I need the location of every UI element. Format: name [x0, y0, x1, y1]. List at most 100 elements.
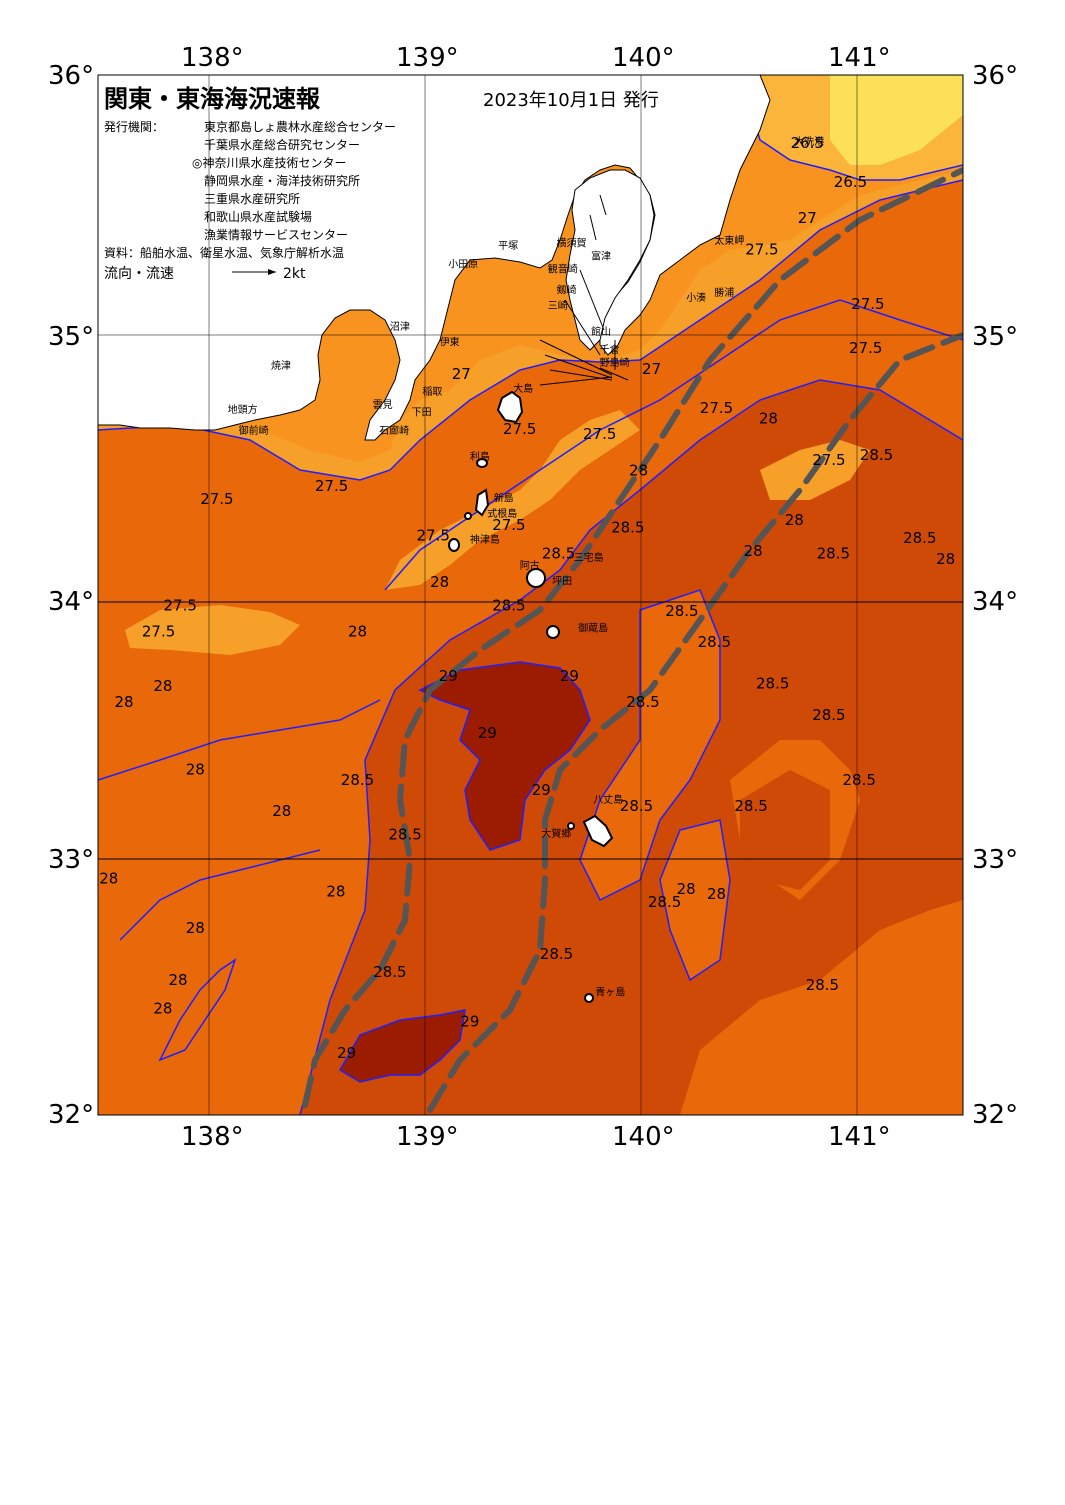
- contour-label: 28.5: [540, 945, 573, 963]
- contour-label: 28: [114, 693, 133, 711]
- land: [98, 75, 771, 1003]
- contour-label: 28.5: [734, 797, 767, 815]
- flow-legend-value: 2kt: [283, 266, 306, 282]
- contour-label: 28: [677, 880, 696, 898]
- zone-28-5: [300, 380, 963, 1115]
- contour-label: 28.5: [341, 771, 374, 789]
- isotherm-29-a: [418, 661, 591, 851]
- contour-label: 27.5: [142, 623, 175, 641]
- zone-28-pocket-b: [660, 820, 730, 980]
- contour-label: 28: [936, 550, 955, 568]
- place-label: 三宅島: [574, 551, 604, 564]
- zone-28-east: [820, 460, 963, 760]
- contour-label: 28.5: [842, 771, 875, 789]
- place-label: 大島: [513, 382, 533, 395]
- land-oshima: [496, 390, 524, 424]
- contour-label: 27.5: [200, 490, 233, 508]
- issuer-3: ◎神奈川県水産技術センター: [192, 155, 346, 170]
- place-label: 平塚: [498, 240, 518, 252]
- lon-bottom-141: 141°: [828, 1122, 891, 1152]
- issuer-1: 東京都島しょ農林水産総合センター: [204, 119, 396, 134]
- lon-top-141: 141°: [828, 43, 891, 73]
- place-label: 館山: [591, 325, 611, 338]
- flow-arrow: [599, 194, 607, 216]
- place-label: 地頭方: [228, 403, 258, 416]
- place-label: 富津: [591, 250, 611, 263]
- contour-label: 28: [186, 919, 205, 937]
- contour-label: 29: [460, 1013, 479, 1031]
- place-label: 沼津: [390, 320, 410, 333]
- place-label: 剱崎: [557, 283, 577, 296]
- contour-label: 28.5: [812, 706, 845, 724]
- contour-label: 28: [759, 409, 778, 427]
- lon-bottom-140: 140°: [612, 1122, 675, 1152]
- lat-right-32: 32°: [972, 1100, 1018, 1130]
- data-sources: 資料：船舶水温、衛星水温、気象庁解析水温: [104, 245, 344, 260]
- contour-label: 28: [186, 760, 205, 778]
- contour-label: 28.5: [626, 693, 659, 711]
- lat-right-35: 35°: [972, 322, 1018, 352]
- contour-label: 28: [99, 870, 118, 888]
- place-label: 三崎: [548, 299, 568, 312]
- land-honshu: [98, 75, 771, 441]
- flow-legend-arrowhead: [268, 269, 276, 275]
- contour-label: 29: [560, 667, 579, 685]
- flow-legend-label: 流向・流速: [104, 266, 174, 282]
- land-mikurajima: [546, 625, 560, 639]
- contour-label: 27: [452, 365, 471, 383]
- place-label: 青ヶ島: [595, 985, 625, 998]
- issue-date: 2023年10月1日 発行: [483, 90, 659, 111]
- contour-label: 28: [348, 623, 367, 641]
- place-label: 雲見: [373, 399, 393, 411]
- contour-label: 27.5: [163, 597, 196, 615]
- isotherm-28-e: [119, 849, 321, 941]
- lat-left-35: 35°: [48, 322, 94, 352]
- isotherm-28-f: [158, 958, 237, 1062]
- kuroshio-axes: [302, 167, 963, 1113]
- map-frame: [97, 74, 964, 1116]
- contour-label: 28.5: [542, 545, 575, 563]
- place-label: 勝浦: [714, 286, 734, 299]
- contour-label: 28.5: [373, 963, 406, 981]
- lat-right-34: 34°: [972, 587, 1018, 617]
- contour-label: 27.5: [315, 477, 348, 495]
- place-label: 下田: [412, 408, 432, 419]
- flow-arrow: [539, 376, 613, 386]
- lat-left-32: 32°: [48, 1100, 94, 1130]
- contour-label: 28.5: [492, 597, 525, 615]
- lat-right-33: 33°: [972, 845, 1018, 875]
- place-label: 焼津: [271, 360, 291, 372]
- flow-arrow: [564, 299, 601, 356]
- place-label: 小田原: [448, 258, 478, 270]
- contour-label: 28.5: [756, 675, 789, 693]
- land-kozushima: [448, 538, 460, 552]
- issuer-4: 静岡県水産・海洋技術研究所: [204, 173, 360, 188]
- land-chiba: [565, 169, 655, 351]
- place-label: 野島崎: [600, 356, 630, 369]
- issuer-7: 漁業情報サービスセンター: [204, 228, 348, 242]
- contour-label: 27: [798, 209, 817, 227]
- isotherm-29-b: [338, 1009, 466, 1083]
- flow-arrow: [539, 339, 613, 376]
- isotherm-27-5: [384, 299, 963, 591]
- contour-label: 29: [478, 724, 497, 742]
- contour-label: 27.5: [745, 240, 778, 258]
- place-label: 伊東: [440, 335, 460, 348]
- contour-label: 28.5: [903, 529, 936, 547]
- flow-arrow: [599, 367, 629, 381]
- place-label: 阿古: [520, 559, 540, 572]
- contour-label: 28: [785, 511, 804, 529]
- lat-left-36: 36°: [48, 61, 94, 91]
- land-aogashima: [584, 993, 594, 1003]
- contour-label: 29: [337, 1044, 356, 1062]
- contour-label: 27.5: [849, 339, 882, 357]
- contour-label: 28.5: [665, 602, 698, 620]
- land-hachijojima: [582, 814, 614, 848]
- zone-29-north: [420, 662, 590, 850]
- contour-label: 28.5: [698, 633, 731, 651]
- lon-top-138: 138°: [181, 43, 244, 73]
- place-label: 稲取: [422, 386, 442, 398]
- kuroshio-axis-west: [302, 167, 963, 1108]
